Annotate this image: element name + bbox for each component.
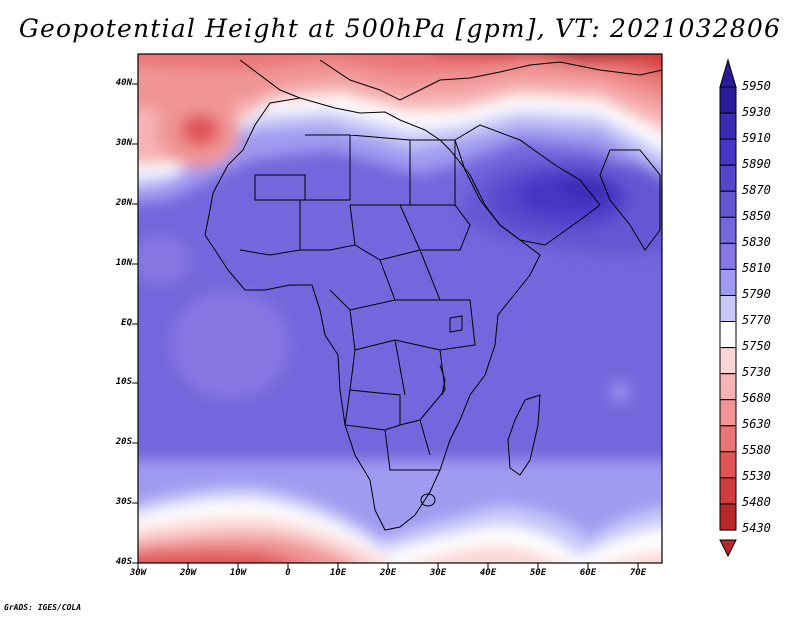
map-title: Geopotential Height at 500hPa [gpm], VT:… xyxy=(18,14,782,43)
y-tick-label: 30N xyxy=(115,138,132,148)
y-tick-label: 10S xyxy=(115,377,132,387)
x-tick-label: 10W xyxy=(229,568,247,578)
colorbar-box xyxy=(719,138,737,166)
colorbar-bottom-triangle xyxy=(719,539,737,558)
colorbar-box xyxy=(719,503,737,531)
height-field xyxy=(138,54,662,563)
colorbar-box xyxy=(719,295,737,323)
colorbar-box xyxy=(719,190,737,218)
colorbar-box xyxy=(719,216,737,244)
lake-victoria xyxy=(449,315,463,333)
x-tick-label: 70E xyxy=(629,568,647,578)
y-tick-label: 40N xyxy=(115,78,132,88)
colorbar-box xyxy=(719,164,737,192)
colorbar-label: 5910 xyxy=(742,131,771,145)
y-tick-label: 20N xyxy=(115,198,132,208)
colorbar-label: 5890 xyxy=(742,157,771,171)
colorbar-label: 5830 xyxy=(742,235,771,249)
colorbar-label: 5950 xyxy=(742,79,771,93)
y-tick-label: 10N xyxy=(115,258,132,268)
colorbar-label: 5930 xyxy=(742,105,771,119)
plot-frame xyxy=(137,53,663,564)
colorbar-label: 5870 xyxy=(742,183,771,197)
x-tick-label: 60E xyxy=(579,568,597,578)
colorbar-box xyxy=(719,425,737,453)
colorbar-label: 5750 xyxy=(742,339,771,353)
grads-credit: GrADS: IGES/COLA xyxy=(4,603,82,612)
colorbar xyxy=(719,58,737,558)
colorbar-label: 5810 xyxy=(742,261,771,275)
axis-ticks xyxy=(132,83,639,569)
colorbar-box xyxy=(719,347,737,375)
colorbar-label: 5680 xyxy=(742,391,771,405)
colorbar-box xyxy=(719,112,737,140)
colorbar-label: 5580 xyxy=(742,443,771,457)
colorbar-box xyxy=(719,321,737,349)
europe-coastline xyxy=(239,59,662,101)
colorbar-box xyxy=(719,86,737,114)
x-tick-label: 30E xyxy=(429,568,447,578)
colorbar-top-triangle xyxy=(719,58,737,88)
y-tick-label: 40S xyxy=(115,557,132,567)
arabia-outline xyxy=(454,124,601,246)
x-tick-label: 40E xyxy=(479,568,497,578)
colorbar-label: 5530 xyxy=(742,469,771,483)
colorbar-box xyxy=(719,451,737,479)
lake-malawi xyxy=(439,364,446,396)
country-borders xyxy=(239,134,476,471)
x-tick-label: 0 xyxy=(285,568,291,578)
colorbar-label: 5730 xyxy=(742,365,771,379)
colorbar-label: 5480 xyxy=(742,495,771,509)
colorbar-box xyxy=(719,477,737,505)
colorbar-label: 5770 xyxy=(742,313,771,327)
colorbar-box xyxy=(719,242,737,270)
y-tick-label: 20S xyxy=(115,437,132,447)
india-outline xyxy=(599,149,661,251)
x-tick-label: 50E xyxy=(529,568,547,578)
colorbar-box xyxy=(719,373,737,401)
colorbar-label: 5850 xyxy=(742,209,771,223)
y-tick-label: EQ xyxy=(121,318,132,328)
colorbar-box xyxy=(719,268,737,296)
madagascar-outline xyxy=(507,394,541,476)
lesotho-outline xyxy=(420,493,436,507)
colorbar-label: 5430 xyxy=(742,521,771,535)
x-tick-label: 10E xyxy=(329,568,347,578)
colorbar-label: 5630 xyxy=(742,417,771,431)
coastlines xyxy=(204,59,662,531)
africa-coastline xyxy=(204,97,541,531)
colorbar-label: 5790 xyxy=(742,287,771,301)
x-tick-label: 30W xyxy=(129,568,147,578)
x-tick-label: 20E xyxy=(379,568,397,578)
y-tick-label: 30S xyxy=(115,497,132,507)
colorbar-box xyxy=(719,399,737,427)
x-tick-label: 20W xyxy=(179,568,197,578)
